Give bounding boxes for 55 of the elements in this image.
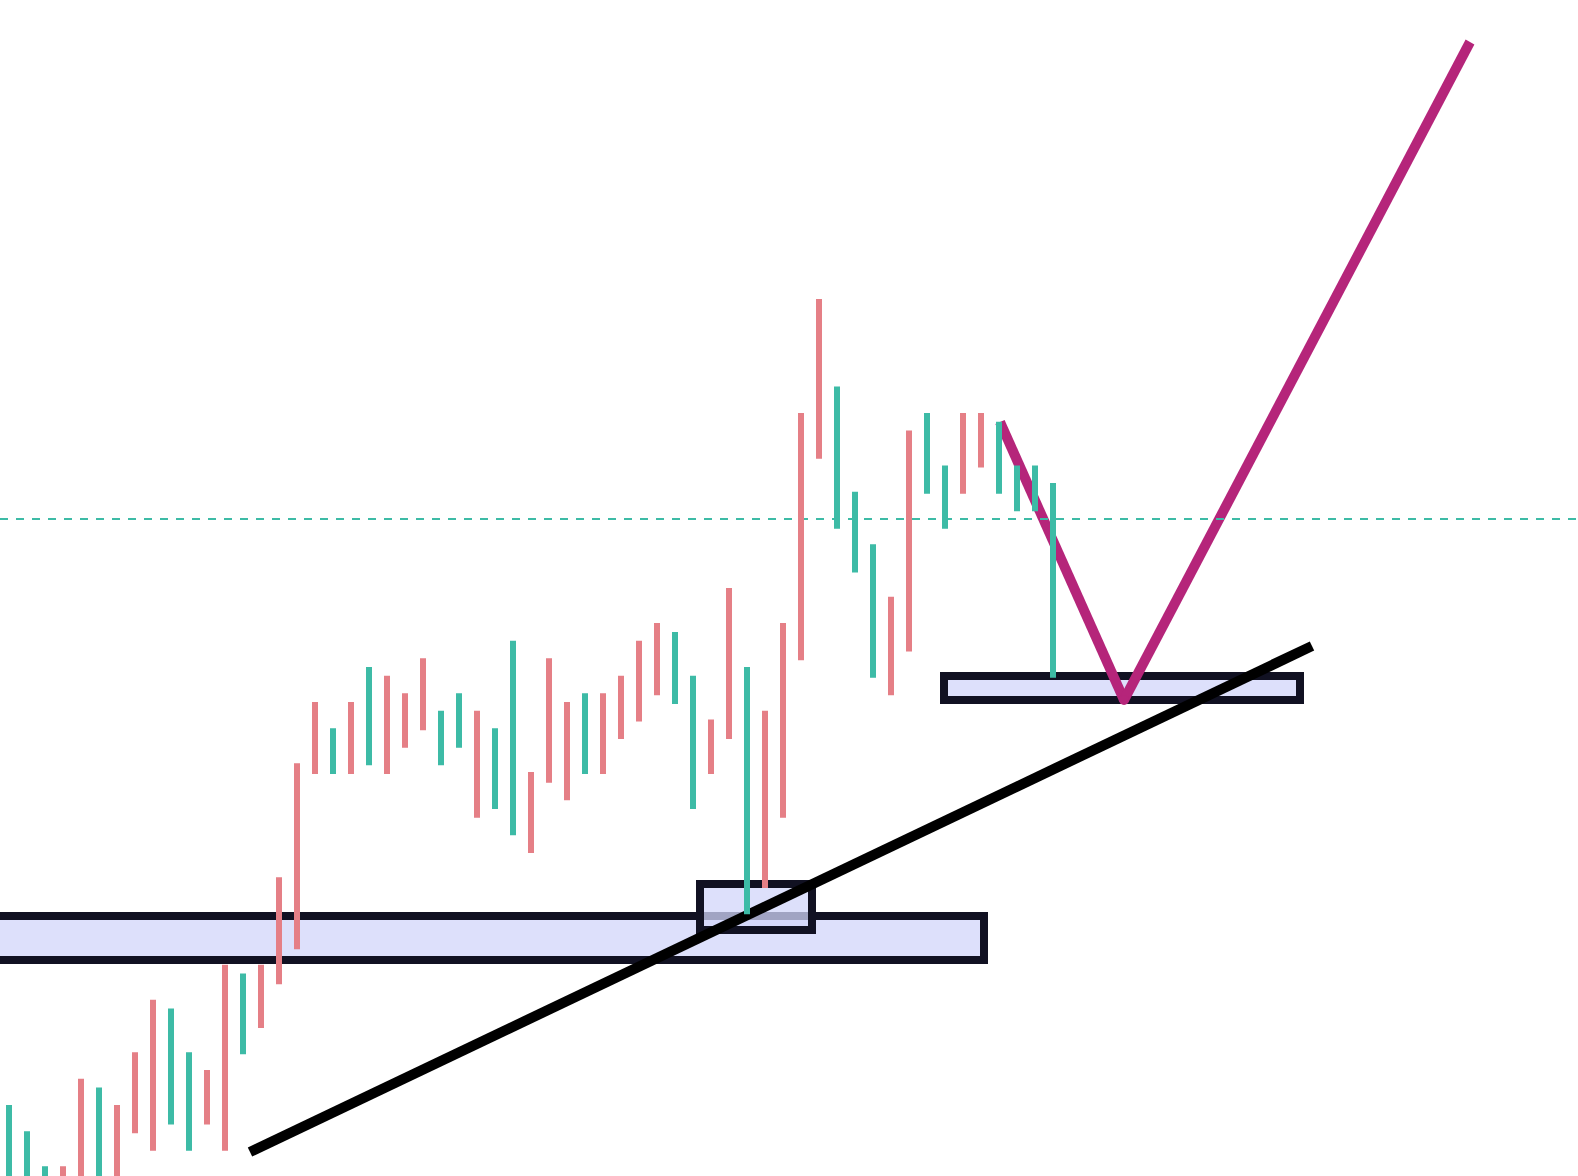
candlestick	[798, 412, 804, 661]
candlestick	[474, 710, 480, 818]
candlestick	[600, 693, 606, 775]
candlestick	[186, 1052, 192, 1151]
candlestick	[132, 1052, 138, 1134]
candlestick	[744, 666, 750, 915]
candlestick	[582, 693, 588, 775]
candlestick	[78, 1078, 84, 1176]
candlestick	[708, 719, 714, 775]
candlestick	[492, 728, 498, 810]
candlestick	[672, 631, 678, 704]
candlestick	[276, 877, 282, 985]
candlestick	[960, 412, 966, 494]
candlestick	[726, 588, 732, 739]
candlestick	[96, 1087, 102, 1176]
candlestick	[6, 1104, 12, 1176]
candlestick	[420, 658, 426, 731]
candlestick	[690, 675, 696, 810]
candlestick	[312, 701, 318, 775]
candlestick	[888, 596, 894, 696]
candlestick	[870, 544, 876, 678]
candlestick	[150, 999, 156, 1151]
candlestick	[564, 701, 570, 801]
candlestick	[402, 693, 408, 748]
candlestick	[168, 1008, 174, 1125]
candlestick	[1014, 465, 1020, 512]
candlestick	[60, 1166, 66, 1176]
candlestick	[330, 728, 336, 775]
candlestick	[906, 430, 912, 652]
candlestick	[42, 1166, 48, 1176]
candlestick	[384, 675, 390, 775]
candlestick	[618, 675, 624, 739]
candlestick	[348, 701, 354, 775]
candlestick	[294, 763, 300, 950]
candlestick	[996, 421, 1002, 494]
candlestick	[978, 412, 984, 468]
candlestick	[438, 710, 444, 766]
candlestick	[114, 1104, 120, 1176]
candlestick	[636, 640, 642, 722]
candlestick	[366, 666, 372, 766]
candlestick	[762, 710, 768, 888]
candlestick	[528, 772, 534, 853]
candlestick	[204, 1069, 210, 1125]
candlestick	[816, 299, 822, 459]
candlestick	[24, 1131, 30, 1176]
candlestick	[222, 964, 228, 1151]
candlestick	[780, 623, 786, 818]
candlestick	[456, 693, 462, 748]
candlestick	[240, 973, 246, 1055]
candlestick	[510, 640, 516, 836]
candlestick	[654, 623, 660, 696]
candlestick	[258, 964, 264, 1029]
candlestick	[546, 658, 552, 783]
candlestick	[924, 412, 930, 494]
candlestick	[1032, 465, 1038, 512]
